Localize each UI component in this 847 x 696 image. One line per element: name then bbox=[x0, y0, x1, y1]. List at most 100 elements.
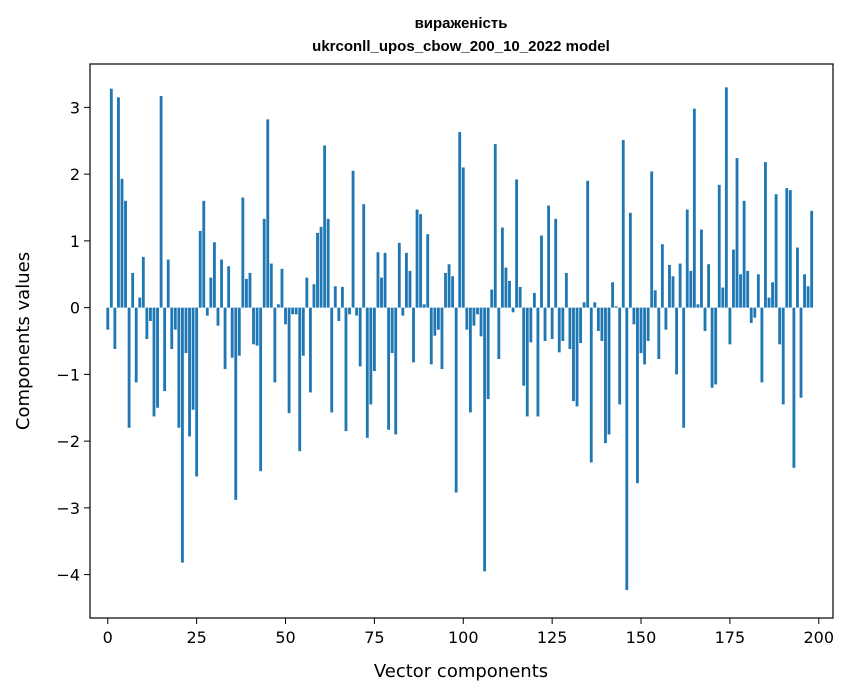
bar bbox=[490, 289, 494, 308]
bar bbox=[191, 307, 195, 410]
bar bbox=[660, 244, 664, 308]
bar bbox=[412, 307, 415, 363]
bar bbox=[792, 307, 796, 468]
bar bbox=[117, 97, 120, 308]
bar bbox=[202, 200, 206, 308]
bar bbox=[156, 307, 159, 408]
bar bbox=[543, 307, 547, 341]
bar bbox=[305, 277, 309, 308]
bar bbox=[415, 209, 419, 308]
bar bbox=[646, 307, 650, 341]
bar bbox=[540, 235, 543, 308]
bar bbox=[358, 307, 362, 367]
bar bbox=[372, 307, 376, 372]
bar bbox=[547, 205, 551, 308]
bar bbox=[785, 188, 789, 308]
bar bbox=[308, 307, 312, 393]
bar bbox=[625, 307, 629, 590]
bar bbox=[287, 307, 291, 414]
bar bbox=[124, 200, 127, 308]
bar bbox=[557, 307, 561, 353]
bar bbox=[166, 259, 170, 308]
bar bbox=[333, 286, 337, 308]
bar bbox=[134, 307, 138, 383]
bar bbox=[767, 297, 771, 308]
bar bbox=[753, 307, 757, 318]
bar bbox=[771, 282, 774, 308]
bar bbox=[454, 307, 458, 493]
bar bbox=[522, 307, 526, 386]
bar bbox=[241, 197, 245, 308]
bar bbox=[383, 252, 387, 308]
bar bbox=[707, 264, 710, 308]
bar bbox=[444, 272, 447, 308]
bar bbox=[479, 307, 483, 337]
bar bbox=[223, 307, 227, 370]
bar bbox=[614, 306, 618, 308]
bar bbox=[493, 144, 497, 308]
bar bbox=[593, 302, 597, 308]
bar bbox=[273, 307, 277, 383]
bar bbox=[529, 307, 533, 343]
bar bbox=[586, 180, 590, 308]
bar bbox=[550, 307, 554, 339]
y-tick-label: 3 bbox=[70, 98, 80, 117]
y-tick-label: 2 bbox=[70, 165, 80, 184]
bar bbox=[653, 290, 657, 308]
bar bbox=[689, 270, 693, 308]
bar bbox=[234, 307, 238, 500]
bar bbox=[618, 307, 622, 405]
bar bbox=[109, 88, 113, 308]
bar bbox=[365, 307, 369, 438]
bar bbox=[739, 274, 742, 308]
bar bbox=[269, 263, 273, 308]
bar bbox=[298, 307, 302, 452]
bar bbox=[465, 307, 469, 330]
bar bbox=[774, 194, 778, 308]
bar bbox=[355, 307, 359, 316]
x-tick-label: 25 bbox=[186, 628, 206, 647]
bar bbox=[749, 307, 753, 323]
bar bbox=[554, 218, 558, 308]
bar bbox=[696, 304, 700, 308]
bar bbox=[348, 307, 351, 315]
bar bbox=[397, 242, 401, 308]
y-axis-ticks: −4 −3 −2 −1 0 1 2 3 bbox=[56, 98, 90, 585]
bar bbox=[216, 307, 220, 326]
bar bbox=[518, 286, 522, 308]
bar bbox=[611, 282, 615, 308]
bar bbox=[252, 307, 255, 345]
bar bbox=[227, 266, 231, 308]
bar bbox=[316, 232, 319, 308]
bar bbox=[245, 278, 248, 308]
x-tick-label: 125 bbox=[537, 628, 568, 647]
bar bbox=[636, 307, 639, 484]
bar bbox=[262, 218, 266, 308]
bar bbox=[458, 132, 462, 308]
bar bbox=[714, 307, 718, 385]
bar bbox=[700, 229, 703, 308]
bar bbox=[810, 210, 814, 308]
bar bbox=[742, 200, 746, 308]
y-tick-label: −3 bbox=[56, 499, 80, 518]
bar bbox=[728, 307, 732, 345]
bar bbox=[280, 268, 284, 308]
x-axis-ticks: 0 25 50 75 100 125 150 175 200 bbox=[103, 618, 834, 647]
bar bbox=[525, 307, 529, 417]
x-tick-label: 175 bbox=[715, 628, 746, 647]
bar bbox=[703, 307, 707, 331]
bar bbox=[255, 307, 259, 346]
bar bbox=[205, 307, 209, 316]
bar bbox=[685, 209, 689, 308]
bar bbox=[213, 242, 216, 308]
bar bbox=[337, 307, 341, 321]
bar bbox=[650, 171, 654, 308]
bar bbox=[184, 307, 188, 354]
bar bbox=[504, 267, 508, 308]
bar bbox=[486, 307, 490, 400]
bar bbox=[127, 307, 131, 428]
bar bbox=[351, 170, 355, 308]
bar bbox=[778, 307, 782, 345]
bar bbox=[746, 270, 750, 308]
